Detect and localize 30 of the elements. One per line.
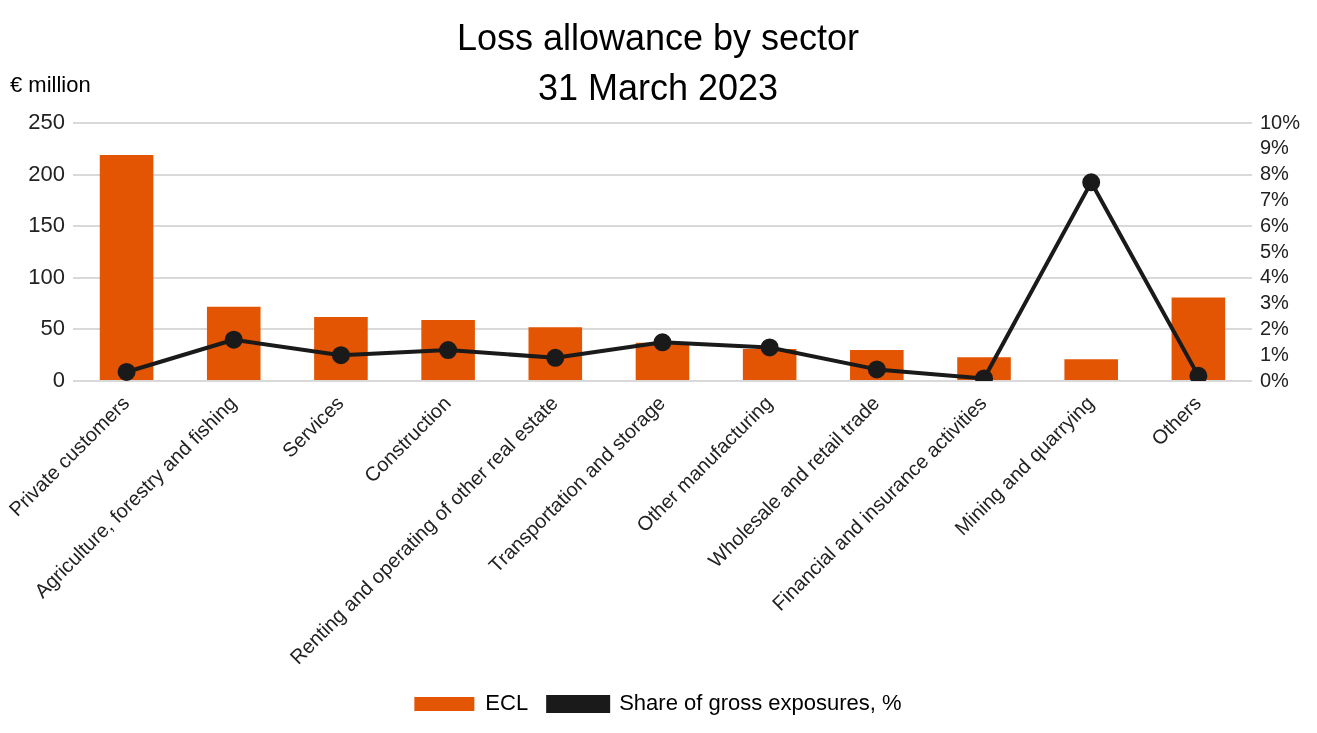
bar	[1064, 359, 1118, 381]
y2-tick-label: 6%	[1259, 213, 1290, 236]
y2-tick-label: 0%	[1259, 368, 1290, 391]
y2-tick-label: 7%	[1259, 187, 1290, 210]
point	[1189, 366, 1208, 382]
y2-tick-label: 3%	[1259, 291, 1290, 314]
legend-label: ECL	[485, 690, 529, 716]
y2-tick-label: 2%	[1259, 316, 1290, 339]
y2-tick-label: 8%	[1259, 162, 1290, 185]
y2-tick-label: 10%	[1259, 110, 1301, 133]
bar	[99, 154, 154, 381]
point	[653, 333, 672, 352]
y2-tick-label: 4%	[1259, 265, 1290, 288]
y-tick-label: 250	[28, 109, 65, 135]
y-tick-label: 100	[28, 263, 65, 289]
point	[760, 338, 779, 357]
y2-tick-label: 1%	[1259, 342, 1290, 365]
y-tick-label: 150	[28, 212, 65, 238]
y-tick-label: 0	[52, 367, 65, 393]
point	[1082, 173, 1101, 192]
point	[117, 362, 136, 381]
y2-tick-label: 5%	[1259, 239, 1290, 262]
chart-title: Loss allowance by sector	[456, 17, 860, 58]
bar	[1171, 297, 1226, 381]
chart-subtitle: 31 March 2023	[537, 67, 779, 108]
y-tick-label: 200	[28, 160, 65, 186]
y2-tick-label: 9%	[1259, 136, 1290, 159]
y-tick-label: 50	[40, 315, 65, 341]
y-axis-title: € million	[10, 72, 91, 97]
legend-label: Share of gross exposures, %	[619, 690, 902, 716]
